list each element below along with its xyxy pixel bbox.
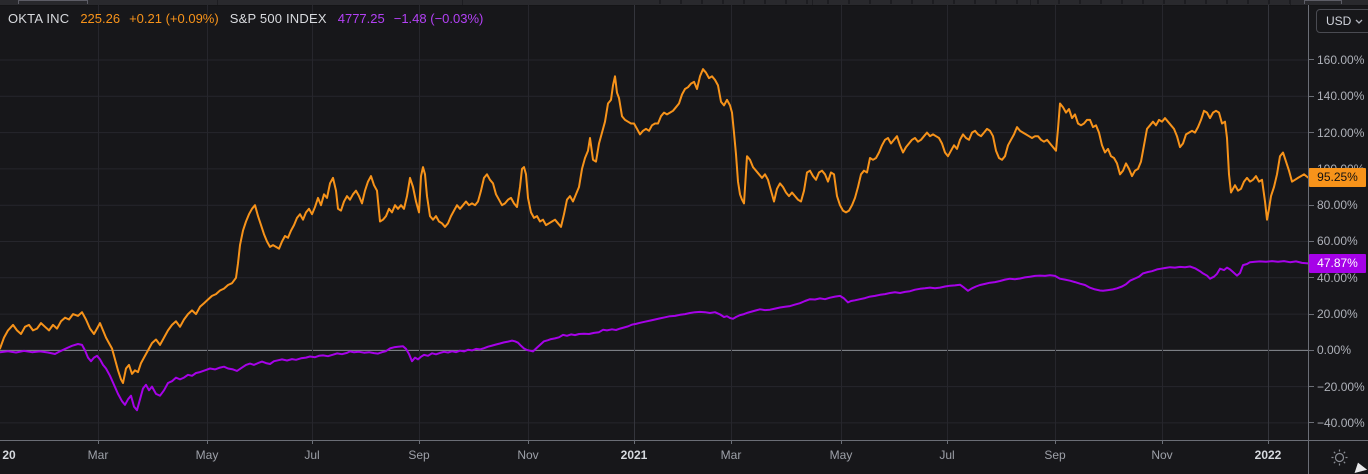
- legend-symbol-price: 4777.25: [337, 11, 385, 26]
- time-axis-label: Nov: [1151, 448, 1173, 462]
- time-axis-tick: [634, 440, 635, 444]
- price-axis-tick: [1308, 204, 1314, 206]
- time-axis-tick: [207, 440, 208, 444]
- chevron-down-icon: [1355, 19, 1363, 24]
- price-axis-label: −20.00%: [1317, 379, 1365, 394]
- chrome-strip-cells: [640, 0, 1300, 4]
- time-axis-label: Sep: [408, 448, 430, 462]
- time-axis-label: 20: [2, 448, 16, 462]
- price-axis-label: 160.00%: [1317, 52, 1365, 67]
- time-axis-tick: [1055, 440, 1056, 444]
- series-line-okta-inc: [0, 68, 1308, 384]
- price-axis-label: 80.00%: [1317, 198, 1358, 213]
- time-axis-label: 2021: [620, 448, 648, 462]
- time-axis-tick: [731, 440, 732, 444]
- currency-dropdown-button[interactable]: USD: [1316, 9, 1368, 33]
- price-axis-tick: [1308, 240, 1314, 242]
- price-axis-label: 0.00%: [1317, 343, 1352, 358]
- time-axis-label: Mar: [87, 448, 109, 462]
- legend-symbol-price: 225.26: [80, 11, 121, 26]
- time-axis-tick: [312, 440, 313, 444]
- time-axis-label: Jul: [939, 448, 955, 462]
- legend-symbol-name: S&P 500 INDEX: [229, 11, 327, 26]
- time-axis-label: 2022: [1254, 448, 1282, 462]
- time-axis-tick: [419, 440, 420, 444]
- legend-item-spx[interactable]: S&P 500 INDEX 4777.25 −1.48 (−0.03%): [230, 11, 484, 26]
- price-axis-label: 40.00%: [1317, 270, 1358, 285]
- legend-symbol-change: +0.21 (+0.09%): [129, 11, 219, 26]
- time-axis-tick: [528, 440, 529, 444]
- time-axis-tick: [1162, 440, 1163, 444]
- price-axis-tick: [1308, 277, 1314, 279]
- series-line-s-p-500-index: [0, 260, 1308, 412]
- chrome-strip-left-box: [18, 0, 88, 4]
- chart-settings-gear-icon[interactable]: [1331, 449, 1348, 466]
- time-axis-label: Mar: [720, 448, 742, 462]
- time-axis-label: May: [829, 448, 853, 462]
- time-axis-label: Nov: [517, 448, 539, 462]
- price-axis-tick: [1308, 349, 1314, 351]
- time-axis-label: May: [195, 448, 219, 462]
- last-price-badge: 95.25%: [1309, 167, 1366, 187]
- price-axis-label: 120.00%: [1317, 125, 1365, 140]
- legend-symbol-name: OKTA INC: [8, 11, 70, 26]
- price-axis-tick: [1308, 59, 1314, 61]
- legend-symbol-change: −1.48 (−0.03%): [393, 11, 484, 26]
- price-axis-tick: [1308, 422, 1314, 424]
- price-axis-label: 140.00%: [1317, 89, 1365, 104]
- time-axis-tick: [1268, 440, 1269, 444]
- chart-plot-area[interactable]: [0, 5, 1308, 440]
- price-axis-border: [1308, 5, 1309, 474]
- time-axis-tick: [98, 440, 99, 444]
- mouse-cursor: [1354, 462, 1368, 474]
- price-axis-tick: [1308, 313, 1314, 315]
- time-axis-tick: [841, 440, 842, 444]
- time-axis-label: Jul: [304, 448, 320, 462]
- legend-item-okta[interactable]: OKTA INC 225.26 +0.21 (+0.09%): [8, 11, 219, 26]
- currency-label: USD: [1326, 14, 1352, 28]
- price-axis-label: 60.00%: [1317, 234, 1358, 249]
- last-price-badge: 47.87%: [1309, 253, 1366, 273]
- window-chrome-strip: [0, 0, 1368, 6]
- time-axis-tick: [947, 440, 948, 444]
- price-axis-label: 20.00%: [1317, 307, 1358, 322]
- price-axis-label: −40.00%: [1317, 415, 1365, 430]
- time-axis-label: Sep: [1044, 448, 1066, 462]
- chrome-strip-right-box: [1304, 0, 1342, 4]
- price-axis-tick: [1308, 95, 1314, 97]
- chart-legend: OKTA INC 225.26 +0.21 (+0.09%) S&P 500 I…: [8, 11, 483, 26]
- price-axis-tick: [1308, 132, 1314, 134]
- time-axis-border: [0, 440, 1368, 441]
- price-axis-tick: [1308, 386, 1314, 388]
